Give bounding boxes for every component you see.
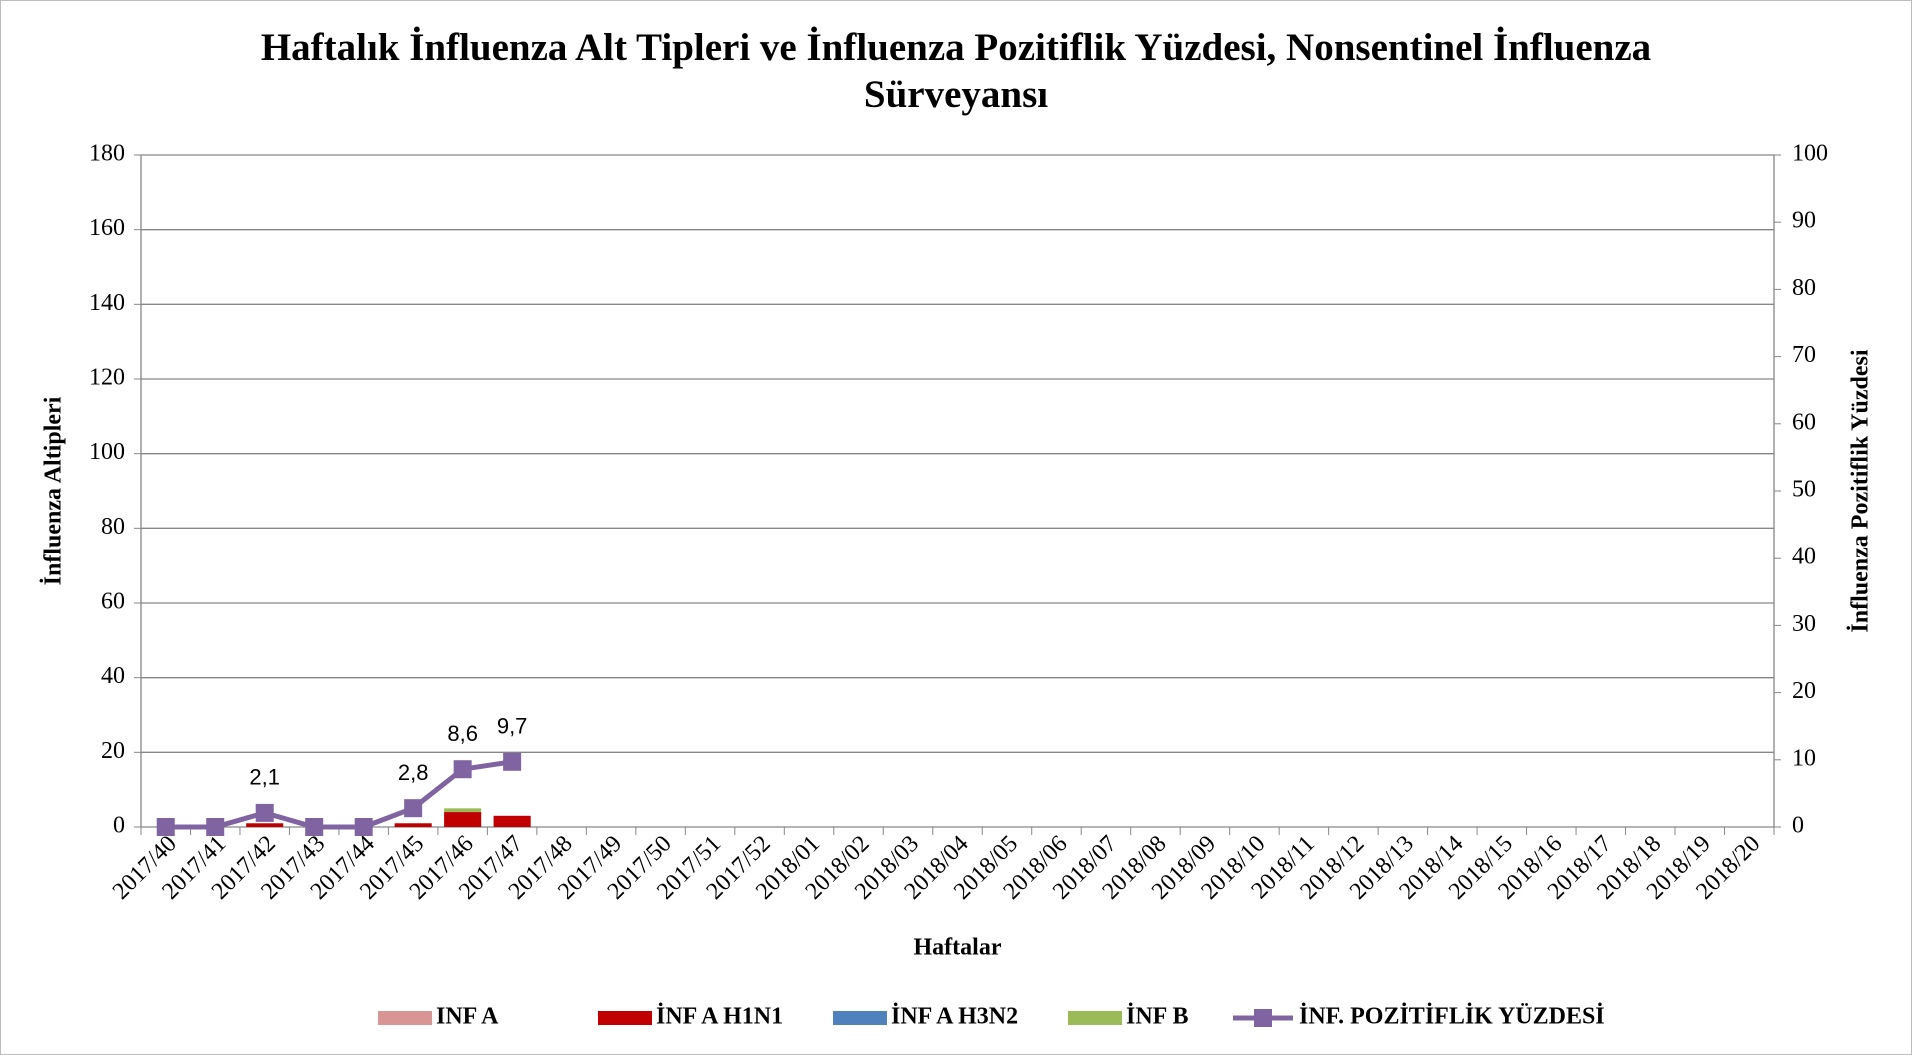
marker xyxy=(404,799,423,818)
y-tick-label: 160 xyxy=(89,215,125,241)
legend-swatch xyxy=(833,1011,887,1025)
y2-tick-label: 100 xyxy=(1792,141,1828,167)
y-tick-label: 140 xyxy=(89,290,125,316)
marker xyxy=(206,818,225,836)
y-tick-label: 100 xyxy=(89,439,125,465)
bar-segment xyxy=(444,808,482,813)
bar-segment xyxy=(246,823,284,827)
y-axis-title: İnfluenza Altipleri xyxy=(41,396,67,585)
data-label: 8,6 xyxy=(447,721,478,746)
data-label: 9,7 xyxy=(497,714,528,739)
y2-tick-label: 60 xyxy=(1792,409,1816,435)
y2-tick-label: 20 xyxy=(1792,678,1816,704)
marker xyxy=(305,818,324,836)
bar-segment xyxy=(444,812,482,827)
legend-label: İNF B xyxy=(1126,1004,1188,1030)
y2-axis-title: İnfluenza Pozitiflik Yüzdesi xyxy=(1848,349,1874,632)
legend-marker xyxy=(1254,1009,1272,1027)
y2-tick-label: 10 xyxy=(1792,745,1816,771)
data-label: 2,8 xyxy=(398,760,429,785)
y-tick-label: 40 xyxy=(101,663,125,689)
y2-tick-label: 70 xyxy=(1792,342,1816,368)
y-tick-label: 60 xyxy=(101,589,125,615)
legend-label: İNF A H1N1 xyxy=(656,1004,783,1030)
chart-title: Haftalık İnfluenza Alt Tipleri ve İnflue… xyxy=(260,26,1652,116)
legend-swatch xyxy=(1068,1011,1122,1025)
data-label: 2,1 xyxy=(249,765,280,790)
y2-tick-label: 80 xyxy=(1792,275,1816,301)
legend-label: İNF. POZİTİFLİK YÜZDESİ xyxy=(1299,1004,1605,1030)
marker xyxy=(453,760,472,779)
y2-tick-label: 30 xyxy=(1792,611,1816,637)
legend-label: İNF A H3N2 xyxy=(891,1004,1018,1030)
y2-tick-label: 50 xyxy=(1792,477,1816,503)
y-tick-label: 180 xyxy=(89,141,125,167)
legend-swatch xyxy=(598,1011,652,1025)
bar-segment xyxy=(493,815,531,827)
y-tick-label: 80 xyxy=(101,514,125,540)
legend-swatch xyxy=(378,1011,432,1025)
legend-label: INF A xyxy=(436,1004,499,1030)
y-tick-label: 120 xyxy=(89,365,125,391)
marker xyxy=(503,752,522,771)
marker xyxy=(354,818,373,836)
y2-tick-label: 0 xyxy=(1792,813,1804,839)
marker xyxy=(156,818,175,836)
x-axis-title: Haftalar xyxy=(914,935,1002,961)
y2-tick-label: 90 xyxy=(1792,208,1816,234)
y2-tick-label: 40 xyxy=(1792,544,1816,570)
y-tick-label: 0 xyxy=(113,813,125,839)
marker xyxy=(255,803,274,822)
bar-segment xyxy=(394,823,432,827)
y-tick-label: 20 xyxy=(101,738,125,764)
